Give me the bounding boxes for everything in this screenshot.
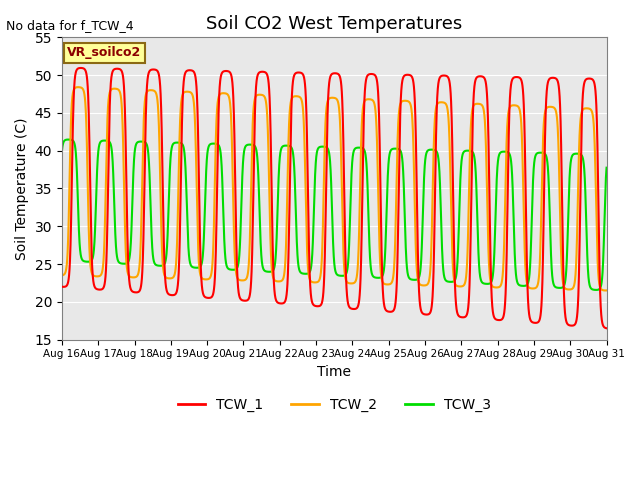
TCW_3 xyxy=(506,152,514,158)
TCW_1 xyxy=(58,284,66,289)
TCW_1 xyxy=(506,97,514,103)
TCW_1 xyxy=(157,99,164,105)
TCW_3 xyxy=(603,165,611,170)
TCW_1 xyxy=(603,325,611,331)
Text: No data for f_TCW_4: No data for f_TCW_4 xyxy=(6,19,134,32)
Title: Soil CO2 West Temperatures: Soil CO2 West Temperatures xyxy=(206,15,462,33)
Y-axis label: Soil Temperature (C): Soil Temperature (C) xyxy=(15,117,29,260)
TCW_1 xyxy=(465,302,472,308)
TCW_3 xyxy=(157,263,164,269)
TCW_3 xyxy=(385,159,392,165)
TCW_2 xyxy=(506,104,514,110)
TCW_2 xyxy=(74,84,82,90)
Line: TCW_3: TCW_3 xyxy=(62,140,607,290)
Line: TCW_2: TCW_2 xyxy=(62,87,607,290)
TCW_1 xyxy=(77,65,84,71)
TCW_2 xyxy=(266,225,274,231)
TCW_2 xyxy=(603,288,611,293)
TCW_1 xyxy=(266,110,274,116)
TCW_2 xyxy=(58,273,66,278)
TCW_2 xyxy=(157,212,164,217)
TCW_2 xyxy=(385,281,392,287)
TCW_3 xyxy=(593,287,600,293)
TCW_3 xyxy=(266,269,274,275)
TCW_2 xyxy=(412,256,420,262)
Text: VR_soilco2: VR_soilco2 xyxy=(67,47,141,60)
TCW_2 xyxy=(465,217,472,223)
TCW_2 xyxy=(602,288,609,293)
TCW_3 xyxy=(58,148,66,154)
TCW_1 xyxy=(385,309,392,314)
TCW_3 xyxy=(65,137,72,143)
X-axis label: Time: Time xyxy=(317,365,351,379)
TCW_3 xyxy=(465,148,472,154)
Legend: TCW_1, TCW_2, TCW_3: TCW_1, TCW_2, TCW_3 xyxy=(172,392,497,418)
Line: TCW_1: TCW_1 xyxy=(62,68,607,328)
TCW_1 xyxy=(412,154,420,160)
TCW_3 xyxy=(412,277,420,283)
